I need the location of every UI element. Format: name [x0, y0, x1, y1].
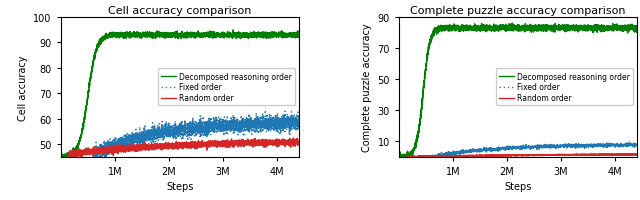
- Random order: [508, 155, 516, 157]
- Legend: Decomposed reasoning order, Fixed order, Random order: Decomposed reasoning order, Fixed order,…: [157, 69, 295, 106]
- Fixed order: [276, 123, 284, 125]
- Decomposed reasoning order: [497, 27, 504, 29]
- Decomposed reasoning order: [276, 35, 284, 37]
- Legend: Decomposed reasoning order, Fixed order, Random order: Decomposed reasoning order, Fixed order,…: [495, 69, 633, 106]
- Fixed order: [287, 111, 295, 113]
- Random order: [157, 143, 164, 145]
- Fixed order: [633, 144, 640, 146]
- Random order: [497, 155, 504, 157]
- Line: Fixed order: Fixed order: [431, 143, 637, 157]
- X-axis label: Steps: Steps: [504, 181, 531, 191]
- Decomposed reasoning order: [626, 28, 634, 31]
- Decomposed reasoning order: [633, 26, 640, 28]
- Line: Random order: Random order: [69, 138, 299, 159]
- X-axis label: Steps: Steps: [166, 181, 193, 191]
- Decomposed reasoning order: [395, 155, 403, 158]
- Fixed order: [568, 145, 575, 147]
- Random order: [276, 143, 284, 146]
- Decomposed reasoning order: [495, 25, 502, 28]
- Line: Decomposed reasoning order: Decomposed reasoning order: [399, 24, 637, 157]
- Fixed order: [230, 130, 237, 132]
- Random order: [495, 154, 502, 157]
- Decomposed reasoning order: [230, 36, 237, 38]
- Decomposed reasoning order: [288, 36, 296, 39]
- Fixed order: [497, 147, 504, 150]
- Fixed order: [295, 118, 303, 120]
- Random order: [287, 142, 295, 144]
- Line: Fixed order: Fixed order: [93, 111, 299, 165]
- Decomposed reasoning order: [170, 35, 178, 37]
- Fixed order: [159, 134, 166, 136]
- Fixed order: [170, 132, 178, 134]
- Decomposed reasoning order: [509, 23, 516, 25]
- Fixed order: [495, 146, 502, 148]
- Random order: [170, 144, 178, 147]
- Random order: [568, 154, 575, 156]
- Random order: [633, 154, 640, 156]
- Title: Complete puzzle accuracy comparison: Complete puzzle accuracy comparison: [410, 6, 625, 16]
- Decomposed reasoning order: [295, 34, 303, 36]
- Decomposed reasoning order: [395, 156, 403, 158]
- Decomposed reasoning order: [568, 29, 575, 32]
- Decomposed reasoning order: [159, 33, 166, 36]
- Random order: [614, 153, 621, 156]
- Decomposed reasoning order: [614, 26, 621, 28]
- Decomposed reasoning order: [229, 30, 237, 32]
- Y-axis label: Complete puzzle accuracy: Complete puzzle accuracy: [362, 24, 372, 151]
- Random order: [230, 146, 237, 148]
- Random order: [295, 140, 303, 142]
- Fixed order: [157, 138, 164, 140]
- Decomposed reasoning order: [57, 155, 65, 157]
- Y-axis label: Cell accuracy: Cell accuracy: [18, 55, 28, 120]
- Title: Cell accuracy comparison: Cell accuracy comparison: [108, 6, 252, 16]
- Decomposed reasoning order: [157, 35, 164, 37]
- Line: Random order: Random order: [407, 154, 637, 157]
- Decomposed reasoning order: [508, 28, 516, 30]
- Fixed order: [508, 148, 516, 150]
- Random order: [626, 154, 634, 156]
- Decomposed reasoning order: [57, 156, 65, 158]
- Fixed order: [614, 143, 621, 146]
- Line: Decomposed reasoning order: Decomposed reasoning order: [61, 31, 299, 157]
- Random order: [159, 146, 166, 149]
- Fixed order: [626, 144, 634, 146]
